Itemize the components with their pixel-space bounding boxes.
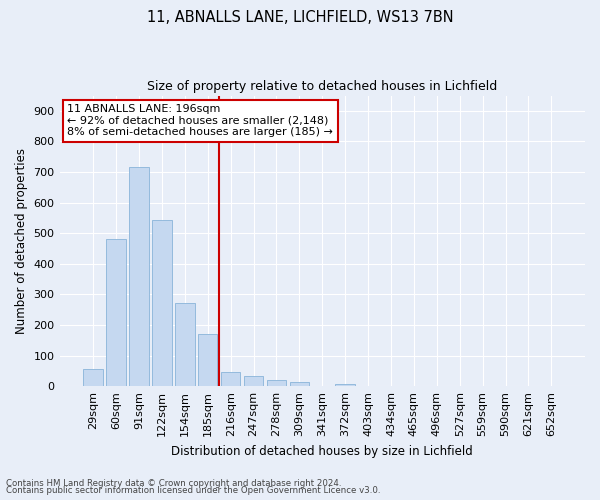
Text: 11, ABNALLS LANE, LICHFIELD, WS13 7BN: 11, ABNALLS LANE, LICHFIELD, WS13 7BN xyxy=(146,10,454,25)
Y-axis label: Number of detached properties: Number of detached properties xyxy=(15,148,28,334)
Text: Contains HM Land Registry data © Crown copyright and database right 2024.: Contains HM Land Registry data © Crown c… xyxy=(6,478,341,488)
X-axis label: Distribution of detached houses by size in Lichfield: Distribution of detached houses by size … xyxy=(172,444,473,458)
Bar xyxy=(221,372,241,386)
Bar xyxy=(152,220,172,386)
Text: 11 ABNALLS LANE: 196sqm
← 92% of detached houses are smaller (2,148)
8% of semi-: 11 ABNALLS LANE: 196sqm ← 92% of detache… xyxy=(67,104,333,138)
Bar xyxy=(129,166,149,386)
Bar xyxy=(198,334,217,386)
Title: Size of property relative to detached houses in Lichfield: Size of property relative to detached ho… xyxy=(147,80,497,93)
Bar xyxy=(335,384,355,386)
Bar xyxy=(290,382,309,386)
Bar xyxy=(267,380,286,386)
Bar xyxy=(106,240,126,386)
Text: Contains public sector information licensed under the Open Government Licence v3: Contains public sector information licen… xyxy=(6,486,380,495)
Bar xyxy=(83,368,103,386)
Bar xyxy=(244,376,263,386)
Bar xyxy=(175,303,194,386)
